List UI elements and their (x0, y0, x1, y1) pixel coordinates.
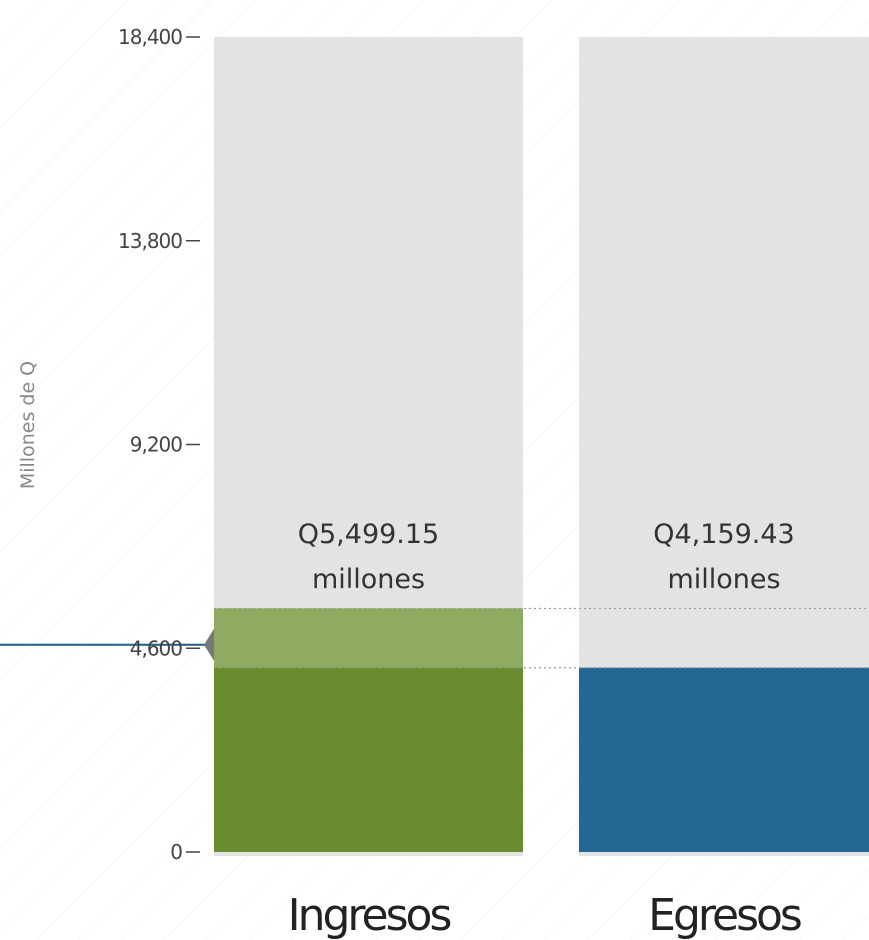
y-tick-label: 18,400 (118, 25, 182, 49)
y-tick-label: 13,800 (118, 229, 182, 253)
difference-band (214, 608, 523, 668)
value-label-amount-egresos: Q4,159.43 (653, 519, 795, 550)
marker-arrow-icon (204, 628, 214, 661)
value-label-unit-egresos: millones (667, 564, 780, 595)
bar-egresos (579, 667, 869, 852)
category-label-ingresos: Ingresos (288, 890, 451, 940)
y-axis-title: Millones de Q (17, 361, 39, 489)
y-tick-label: 0 (170, 840, 182, 864)
category-label-egresos: Egresos (648, 890, 801, 940)
value-label-amount-ingresos: Q5,499.15 (298, 519, 440, 550)
y-tick-label: 4,600 (130, 636, 183, 660)
value-label-unit-ingresos: millones (312, 564, 425, 595)
y-tick-label: 9,200 (130, 433, 183, 457)
